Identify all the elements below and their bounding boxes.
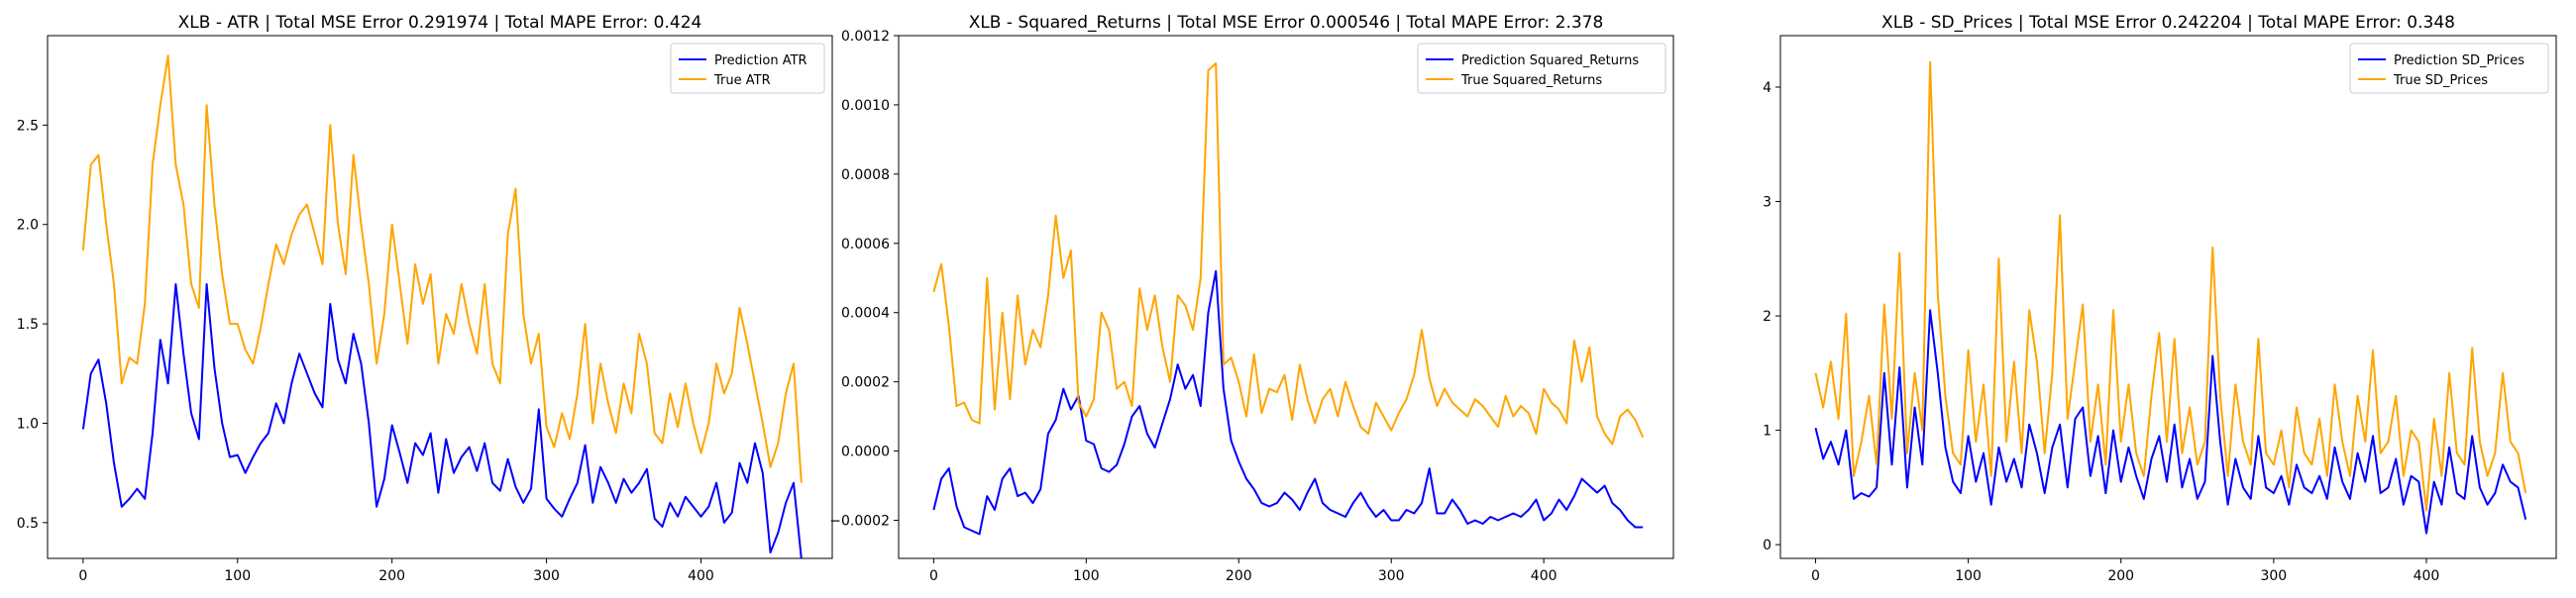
- series-line-true: [81, 54, 803, 483]
- legend-box: [2349, 43, 2549, 94]
- legend: Prediction SD_Prices True SD_Prices: [2349, 43, 2549, 94]
- y-tick-label: 4: [1763, 80, 1771, 96]
- y-tick-label: 0.0006: [841, 237, 890, 252]
- y-tick-label: 0.5: [17, 516, 39, 532]
- y-tick-label: 0.0004: [841, 306, 890, 322]
- y-tick-label: 0.0010: [841, 98, 890, 114]
- axes-frame: [898, 35, 1674, 559]
- legend-label: True ATR: [713, 73, 771, 88]
- series-line-prediction: [932, 269, 1644, 536]
- x-tick-label: 100: [1073, 568, 1100, 584]
- series-line-true: [1814, 60, 2527, 512]
- x-tick-label: 300: [533, 568, 560, 584]
- x-tick-label: 0: [929, 568, 938, 584]
- y-tick-label: 0.0008: [841, 167, 890, 183]
- y-tick-label: 0.0002: [841, 375, 890, 391]
- chart-title: XLB - Squared_Returns | Total MSE Error …: [969, 13, 1604, 33]
- y-tick-label: 0.0000: [841, 445, 890, 460]
- chart-panel-3: XLB - SD_Prices | Total MSE Error 0.2422…: [1763, 13, 2557, 584]
- chart-panel-2: XLB - Squared_Returns | Total MSE Error …: [829, 13, 1674, 584]
- y-tick-label: 3: [1763, 195, 1771, 211]
- axes-frame: [1779, 35, 2557, 559]
- y-tick-label: 2: [1763, 309, 1771, 325]
- x-tick-label: 200: [378, 568, 405, 584]
- y-tick-label: 1.0: [17, 416, 39, 432]
- x-tick-label: 0: [78, 568, 87, 584]
- chart-panel-1: XLB - ATR | Total MSE Error 0.291974 | T…: [17, 13, 833, 584]
- x-tick-label: 200: [1226, 568, 1252, 584]
- y-tick-label: 0.0012: [841, 29, 890, 45]
- legend-label: True Squared_Returns: [1460, 73, 1602, 88]
- y-tick-label: 1: [1763, 424, 1771, 440]
- x-tick-label: 0: [1811, 568, 1820, 584]
- x-tick-label: 400: [2414, 568, 2440, 584]
- series-line-prediction: [81, 283, 803, 558]
- chart-title: XLB - ATR | Total MSE Error 0.291974 | T…: [178, 13, 702, 33]
- series-line-prediction: [1814, 309, 2527, 535]
- legend: Prediction Squared_Returns True Squared_R…: [1417, 43, 1666, 94]
- x-tick-label: 400: [1531, 568, 1557, 584]
- y-tick-label: 0: [1763, 538, 1771, 553]
- legend-label: Prediction SD_Prices: [2394, 53, 2524, 68]
- x-tick-label: 100: [1955, 568, 1982, 584]
- legend-box: [670, 43, 825, 94]
- legend-box: [1417, 43, 1666, 94]
- y-tick-label: 2.0: [17, 218, 39, 234]
- y-tick-label: −0.0002: [829, 514, 890, 530]
- x-tick-label: 300: [2260, 568, 2287, 584]
- x-tick-label: 300: [1378, 568, 1405, 584]
- legend-label: Prediction Squared_Returns: [1461, 53, 1639, 68]
- legend: Prediction ATR True ATR: [670, 43, 825, 94]
- x-tick-label: 400: [688, 568, 714, 584]
- y-tick-label: 1.5: [17, 317, 39, 333]
- x-tick-label: 100: [224, 568, 251, 584]
- y-tick-label: 2.5: [17, 118, 39, 134]
- axes-frame: [47, 35, 833, 559]
- x-tick-label: 200: [2107, 568, 2134, 584]
- series-line-true: [932, 62, 1645, 446]
- legend-label: True SD_Prices: [2393, 73, 2488, 88]
- legend-label: Prediction ATR: [714, 53, 807, 68]
- chart-title: XLB - SD_Prices | Total MSE Error 0.2422…: [1881, 13, 2455, 33]
